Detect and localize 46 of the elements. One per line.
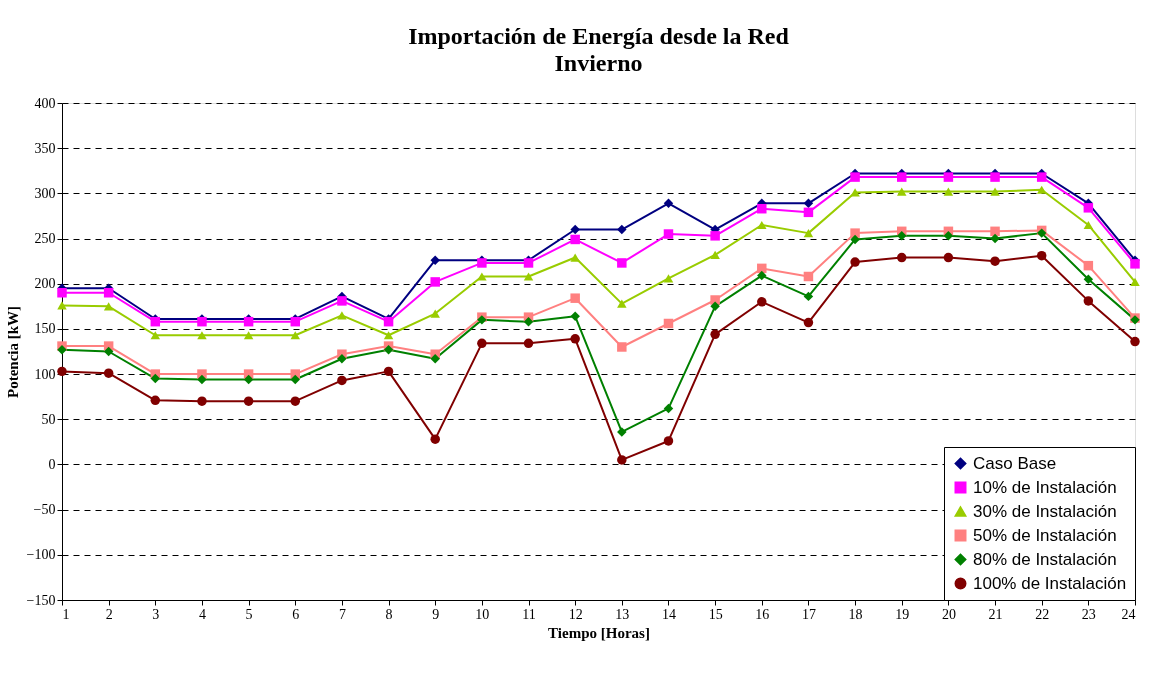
- y-tick-label: 200: [34, 276, 56, 292]
- y-tick-label: −150: [26, 592, 56, 608]
- chart-title: Importación de Energía desde la Red: [408, 23, 790, 49]
- x-tick-label: 7: [338, 606, 346, 622]
- y-tick-label: 100: [34, 366, 56, 382]
- legend-label: 30% de Instalación: [973, 501, 1117, 521]
- y-tick-label: −50: [33, 502, 56, 518]
- x-tick-label: 22: [1035, 606, 1050, 622]
- x-tick-label: 12: [568, 606, 583, 622]
- x-tick-label: 16: [755, 606, 770, 622]
- x-tick-label: 5: [245, 606, 253, 622]
- x-tick-label: 11: [522, 606, 536, 622]
- x-tick-label: 19: [895, 606, 910, 622]
- y-tick-label: 350: [34, 140, 56, 156]
- y-tick-label: −100: [26, 547, 56, 563]
- x-tick-label: 17: [801, 606, 816, 622]
- legend-label: 10% de Instalación: [973, 477, 1117, 497]
- x-tick-label: 6: [292, 606, 300, 622]
- chart-subtitle: Invierno: [554, 50, 643, 76]
- x-tick-label: 4: [198, 606, 206, 622]
- x-tick-label: 23: [1081, 606, 1096, 622]
- y-tick-label: 50: [41, 411, 56, 427]
- y-tick-label: 0: [48, 456, 56, 472]
- legend-label: 50% de Instalación: [973, 525, 1117, 545]
- legend-label: Caso Base: [973, 453, 1057, 473]
- x-tick-label: 3: [152, 606, 160, 622]
- x-tick-label: 8: [385, 606, 393, 622]
- x-tick-label: 21: [988, 606, 1003, 622]
- x-tick-label: 9: [432, 606, 440, 622]
- x-tick-label: 24: [1121, 606, 1136, 622]
- x-tick-label: 18: [848, 606, 863, 622]
- x-tick-label: 10: [475, 606, 490, 622]
- y-axis-title: Potencia [kW]: [4, 305, 21, 399]
- y-tick-label: 250: [34, 231, 56, 247]
- y-tick-label: 300: [34, 185, 56, 201]
- legend-label: 80% de Instalación: [973, 549, 1117, 569]
- x-tick-label: 1: [62, 606, 70, 622]
- y-tick-label: 150: [34, 321, 56, 337]
- x-axis-title: Tiempo [Horas]: [548, 624, 650, 641]
- x-tick-label: 2: [105, 606, 113, 622]
- legend-label: 100% de Instalación: [973, 573, 1127, 593]
- x-tick-label: 14: [661, 606, 676, 622]
- y-tick-label: 400: [34, 95, 56, 111]
- x-tick-label: 15: [708, 606, 723, 622]
- x-tick-label: 13: [615, 606, 630, 622]
- x-tick-label: 20: [941, 606, 956, 622]
